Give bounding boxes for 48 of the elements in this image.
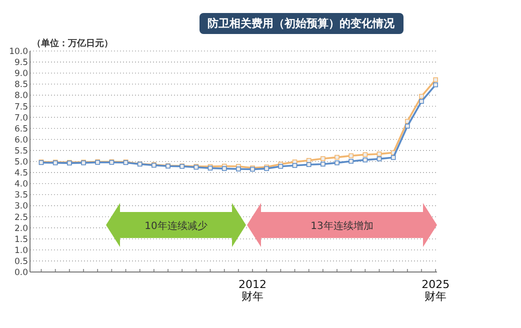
y-tick-label: 0.5 [14,256,28,267]
annotation: 13年连续增加 [310,220,374,232]
y-tick-label: 8.5 [14,80,28,90]
y-axis-title: （单位：万亿日元） [32,38,113,49]
point [433,77,438,82]
y-tick-label: 0.0 [14,268,28,278]
chart-title: 防卫相关费用（初始预算）的变化情况 [208,17,396,30]
point [292,163,298,168]
y-tick-label: 6.5 [14,124,28,134]
point [334,154,340,160]
y-tick-label: 7.5 [14,102,28,112]
point [236,166,241,172]
point [376,156,382,162]
point [362,152,368,158]
point [405,124,410,129]
y-tick-label: 9.0 [14,69,28,80]
y-tick-label: 3.0 [14,202,28,212]
point [306,162,312,167]
y-tick-label: 10.0 [9,47,28,57]
y-tick-label: 2.5 [14,212,28,223]
y-tick-label: 6.0 [14,135,28,146]
y-tick-label: 7.0 [14,113,28,124]
y-tick-label: 1.5 [14,234,28,245]
point [222,166,227,171]
point [348,153,354,158]
x-tick-label: 2012 财年 [238,278,267,303]
y-tick-label: 2.0 [14,224,28,234]
y-tick-label: 5.0 [14,158,28,168]
y-tick-label: 9.5 [14,58,28,68]
y-tick-label: 8.0 [14,91,28,102]
x-tick-label: 2025 财年 [422,278,450,303]
point [376,152,382,156]
point [433,82,438,88]
point [320,162,326,167]
y-tick-label: 4.5 [14,168,28,179]
point [348,158,354,164]
y-tick-label: 5.5 [14,146,28,156]
annotation: 10年连续减少 [144,220,208,232]
point [320,156,326,162]
point [419,98,424,104]
point [334,160,340,166]
title: 防卫相关费用（初始预算）的变化情况 [200,13,404,34]
point [390,155,396,160]
y-tick-label: 4.0 [14,180,28,190]
y-tick-label: 1.0 [14,246,28,256]
point [362,158,368,162]
y-tick-label: 3.5 [14,190,28,201]
point [419,94,424,99]
